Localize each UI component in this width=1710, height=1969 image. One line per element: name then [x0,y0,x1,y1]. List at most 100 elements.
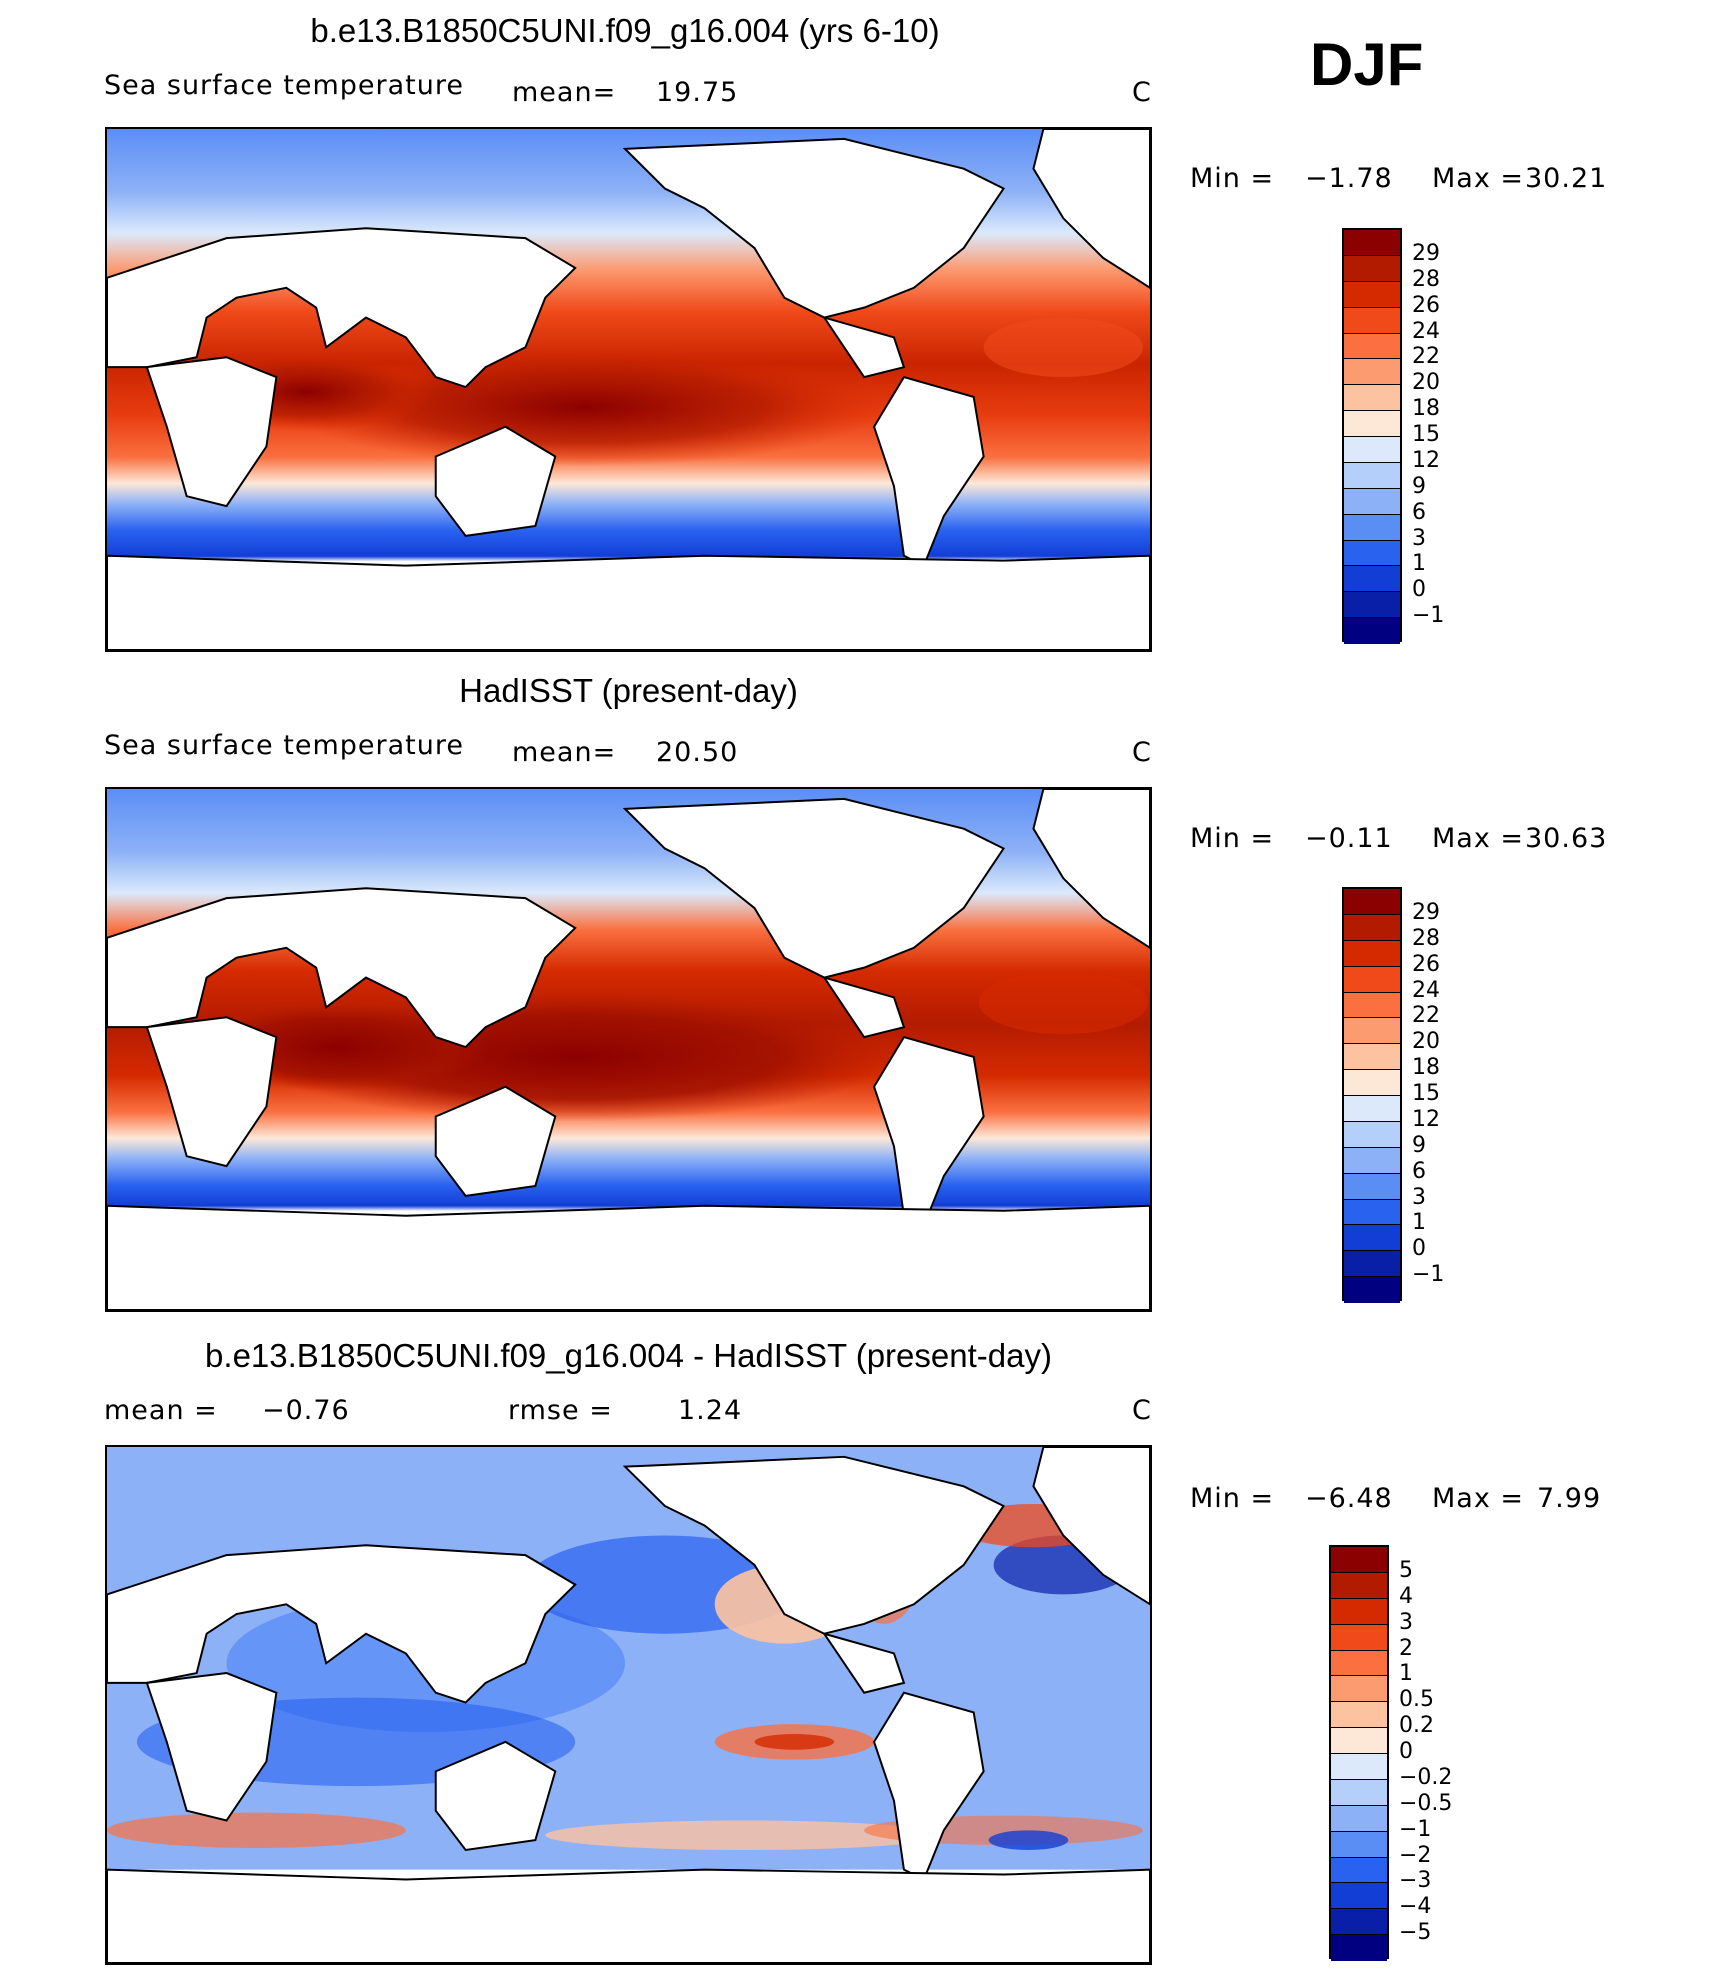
colorbar-tick-label: 3 [1412,525,1426,551]
panel-1-min-label: Min = [1190,163,1275,194]
panel-1-map-svg [107,129,1150,650]
panel-1-units: C [1132,77,1152,108]
colorbar-tick-label: 0.5 [1399,1687,1434,1713]
colorbar-segment [1344,889,1400,915]
colorbar-tick-label: 9 [1412,473,1426,499]
colorbar-tick-label: 12 [1412,1106,1440,1132]
colorbar-tick-label: 9 [1412,1132,1426,1158]
colorbar-tick-label: 12 [1412,447,1440,473]
panel-3-min-label: Min = [1190,1483,1275,1514]
panel-3-map [105,1445,1152,1965]
colorbar-tick-label: 18 [1412,396,1440,422]
colorbar-tick-label: 15 [1412,422,1440,447]
colorbar-tick-label: −0.2 [1399,1764,1453,1790]
colorbar-segment [1344,333,1400,360]
colorbar-segment [1344,488,1400,515]
colorbar-tick-label: 24 [1412,977,1440,1003]
colorbar-segment [1331,1935,1387,1961]
colorbar-tick-label: 2 [1399,1635,1413,1661]
colorbar-segment [1344,992,1400,1019]
colorbar-tick-label: 3 [1412,1184,1426,1210]
panel-2-units: C [1132,737,1152,768]
colorbar-segment [1331,1547,1387,1573]
colorbar-tick-label: −4 [1399,1894,1432,1920]
colorbar-tick-label: 1 [1412,551,1426,577]
panel-2-mean-value: 20.50 [656,737,739,768]
colorbar-segment [1331,1909,1387,1936]
colorbar-tick-label: 4 [1399,1583,1413,1609]
colorbar-segment [1331,1676,1387,1703]
colorbar-tick-label: 22 [1412,1003,1440,1029]
panel-2-max-value: 30.63 [1525,823,1608,854]
panel-3-colorbar: 5 4 3 2 1 0.5 0.2 0 −0.2 −0.5 −1 −2 −3 −4 −5 [1329,1545,1459,1961]
colorbar-segment [1331,1650,1387,1677]
colorbar-tick-label: 20 [1412,370,1440,396]
colorbar-segment [1344,1147,1400,1174]
colorbar-segment [1344,1044,1400,1071]
colorbar-segment [1344,281,1400,308]
colorbar-tick-label: −5 [1399,1920,1432,1946]
colorbar-tick-label: 1 [1399,1661,1413,1687]
season-label: DJF [1310,31,1424,98]
colorbar-tick-label: −1 [1412,603,1445,629]
panel-3-title: b.e13.B1850C5UNI.f09_g16.004 - HadISST (… [205,1337,1052,1374]
panel-2-max-label: Max = [1432,823,1525,854]
colorbar-tick-label: 6 [1412,1158,1426,1184]
colorbar-tick-label: 6 [1412,499,1426,525]
colorbar-segment [1344,966,1400,993]
panel-2-min-label: Min = [1190,823,1275,854]
colorbar-tick-label: 26 [1412,292,1440,318]
panel-1-colorbar: 29 28 26 24 22 20 18 15 12 9 6 3 1 0 −1 [1342,228,1462,644]
colorbar-segment [1331,1598,1387,1625]
colorbar-segment [1331,1779,1387,1806]
colorbar-tick-label: 18 [1412,1055,1440,1081]
colorbar-segment [1331,1572,1387,1599]
colorbar-tick-label: 3 [1399,1609,1413,1635]
colorbar-segment [1344,255,1400,282]
panel-3-colorbar-box [1329,1545,1389,1961]
colorbar-segment [1344,914,1400,941]
colorbar-segment [1344,385,1400,412]
colorbar-segment [1344,1018,1400,1045]
colorbar-segment [1331,1805,1387,1832]
colorbar-tick-label: 29 [1412,899,1440,925]
colorbar-segment [1344,940,1400,967]
colorbar-tick-label: 0 [1399,1739,1413,1764]
colorbar-segment [1344,462,1400,489]
panel-3-rmse-label: rmse = [508,1395,613,1426]
panel-1-min-value: −1.78 [1305,163,1393,194]
colorbar-segment [1344,1199,1400,1226]
panel-2-map-svg [107,789,1150,1310]
colorbar-segment [1344,1121,1400,1148]
colorbar-segment [1344,566,1400,593]
colorbar-tick-label: 28 [1412,925,1440,951]
panel-1-max-label: Max = [1432,163,1525,194]
colorbar-tick-label: 20 [1412,1029,1440,1055]
colorbar-tick-label: 0 [1412,577,1426,603]
colorbar-segment [1331,1702,1387,1729]
colorbar-segment [1344,1277,1400,1303]
colorbar-tick-label: 26 [1412,951,1440,977]
colorbar-tick-label: 22 [1412,344,1440,370]
colorbar-tick-label: 28 [1412,266,1440,292]
panel-2-min-value: −0.11 [1305,823,1393,854]
panel-3-units: C [1132,1395,1152,1426]
colorbar-segment [1331,1857,1387,1884]
panel-1-title: b.e13.B1850C5UNI.f09_g16.004 (yrs 6-10) [310,12,940,49]
colorbar-tick-label: −3 [1399,1868,1432,1894]
panel-2-title: HadISST (present-day) [459,672,798,709]
colorbar-tick-label: 29 [1412,240,1440,266]
colorbar-segment [1331,1883,1387,1910]
panel-1-variable-label: Sea surface temperature [104,70,464,101]
colorbar-segment [1344,1173,1400,1200]
colorbar-segment [1344,359,1400,386]
colorbar-tick-label: 0 [1412,1236,1426,1262]
colorbar-segment [1344,307,1400,334]
panel-2-mean-label: mean= [512,737,617,768]
colorbar-tick-label: 15 [1412,1081,1440,1106]
colorbar-segment [1344,1225,1400,1252]
panel-3-mean-value: −0.76 [262,1395,350,1426]
colorbar-segment [1344,540,1400,567]
panel-1-mean-value: 19.75 [656,77,739,108]
colorbar-segment [1344,1070,1400,1096]
